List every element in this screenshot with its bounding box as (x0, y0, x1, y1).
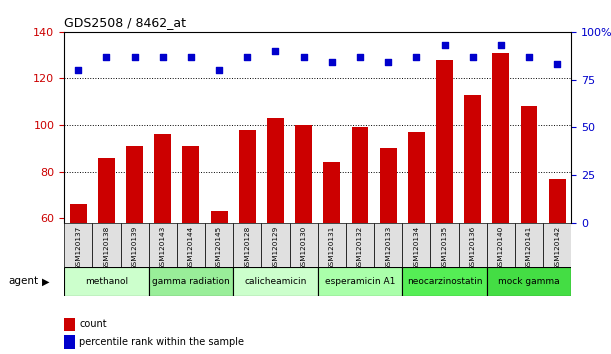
Text: count: count (79, 319, 107, 329)
Point (440, 42, 450, 48)
FancyBboxPatch shape (177, 223, 205, 267)
Text: gamma radiation: gamma radiation (152, 277, 230, 286)
Point (214, 67, 224, 73)
Bar (267, 118, 284, 354)
Point (327, 59, 337, 65)
Bar (436, 60, 453, 354)
Point (243, 54, 252, 59)
FancyBboxPatch shape (459, 223, 487, 267)
Point (496, 42, 506, 48)
Point (411, 54, 421, 59)
FancyBboxPatch shape (487, 223, 515, 267)
Text: methanol: methanol (85, 277, 128, 286)
Bar (70, 204, 87, 354)
Text: agent: agent (8, 276, 38, 286)
Text: esperamicin A1: esperamicin A1 (325, 277, 395, 286)
FancyBboxPatch shape (487, 267, 571, 296)
Point (73, 67, 83, 73)
FancyBboxPatch shape (318, 267, 402, 296)
Text: GSM120132: GSM120132 (357, 226, 363, 270)
Bar (295, 125, 312, 354)
Text: GSM120129: GSM120129 (273, 226, 279, 270)
FancyBboxPatch shape (64, 223, 92, 267)
Text: GSM120136: GSM120136 (470, 226, 476, 270)
FancyBboxPatch shape (515, 223, 543, 267)
Bar (379, 148, 397, 354)
Text: GSM120142: GSM120142 (554, 226, 560, 270)
Bar (155, 135, 171, 354)
Bar (323, 162, 340, 354)
Text: GSM120140: GSM120140 (498, 226, 504, 270)
FancyBboxPatch shape (318, 223, 346, 267)
FancyBboxPatch shape (290, 223, 318, 267)
Text: GSM120143: GSM120143 (159, 226, 166, 270)
Text: GSM120128: GSM120128 (244, 226, 251, 270)
FancyBboxPatch shape (148, 223, 177, 267)
Text: GSM120135: GSM120135 (442, 226, 447, 270)
FancyBboxPatch shape (543, 223, 571, 267)
Bar (64, 318, 75, 331)
Point (158, 54, 167, 59)
FancyBboxPatch shape (120, 223, 148, 267)
FancyBboxPatch shape (233, 267, 318, 296)
Bar (464, 95, 481, 354)
Point (524, 54, 534, 59)
FancyBboxPatch shape (430, 223, 459, 267)
Text: calicheamicin: calicheamicin (244, 277, 307, 286)
Text: GSM120133: GSM120133 (385, 226, 391, 270)
Text: GSM120138: GSM120138 (103, 226, 109, 270)
Text: neocarzinostatin: neocarzinostatin (407, 277, 482, 286)
Bar (64, 335, 75, 349)
Bar (98, 158, 115, 354)
Point (355, 54, 365, 59)
Bar (351, 127, 368, 354)
FancyBboxPatch shape (92, 223, 120, 267)
Text: GSM120134: GSM120134 (413, 226, 419, 270)
Bar (239, 130, 256, 354)
Point (101, 54, 111, 59)
Bar (408, 132, 425, 354)
Text: GSM120144: GSM120144 (188, 226, 194, 270)
Point (552, 62, 562, 67)
FancyBboxPatch shape (402, 267, 487, 296)
Bar (126, 146, 143, 354)
Text: GSM120141: GSM120141 (526, 226, 532, 270)
Bar (492, 53, 510, 354)
Bar (521, 107, 538, 354)
Text: GDS2508 / 8462_at: GDS2508 / 8462_at (64, 16, 186, 29)
FancyBboxPatch shape (374, 223, 402, 267)
Point (130, 54, 139, 59)
Bar (211, 211, 227, 354)
Point (299, 54, 309, 59)
FancyBboxPatch shape (205, 223, 233, 267)
Text: mock gamma: mock gamma (498, 277, 560, 286)
FancyBboxPatch shape (233, 223, 262, 267)
Bar (183, 146, 199, 354)
Text: ▶: ▶ (42, 276, 49, 286)
Text: percentile rank within the sample: percentile rank within the sample (79, 337, 244, 347)
Text: GSM120139: GSM120139 (131, 226, 137, 270)
Point (271, 48, 280, 54)
Text: GSM120145: GSM120145 (216, 226, 222, 270)
FancyBboxPatch shape (64, 267, 148, 296)
Text: GSM120130: GSM120130 (301, 226, 307, 270)
FancyBboxPatch shape (262, 223, 290, 267)
Point (186, 54, 196, 59)
Text: GSM120131: GSM120131 (329, 226, 335, 270)
Text: GSM120137: GSM120137 (75, 226, 81, 270)
FancyBboxPatch shape (402, 223, 430, 267)
Bar (549, 179, 566, 354)
FancyBboxPatch shape (148, 267, 233, 296)
Point (383, 59, 393, 65)
Point (468, 54, 478, 59)
FancyBboxPatch shape (346, 223, 374, 267)
